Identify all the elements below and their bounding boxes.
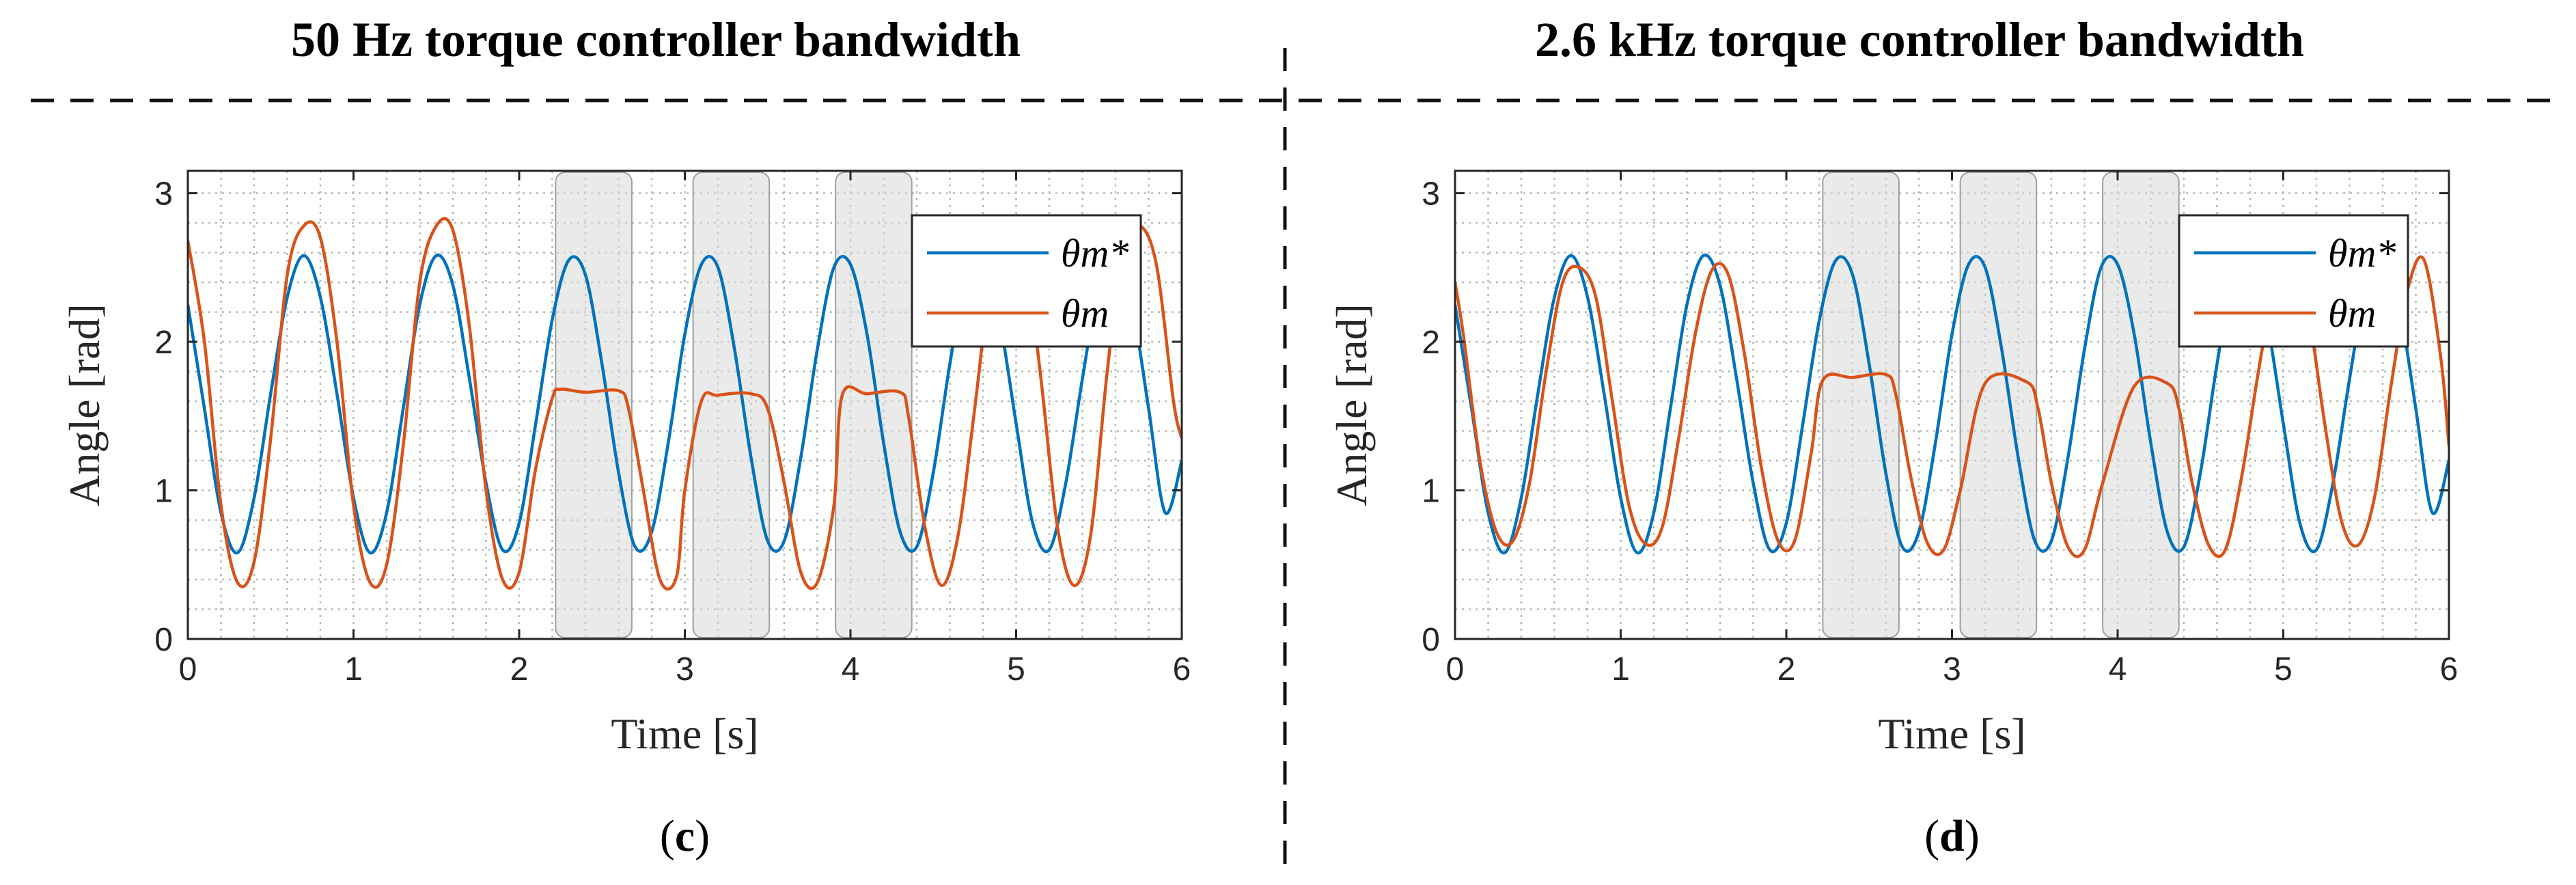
- shaded-interval-3: [835, 172, 913, 638]
- legend-box: [911, 214, 1142, 348]
- shaded-interval-3: [2102, 172, 2180, 638]
- y-tick-label: 2: [1422, 325, 1440, 361]
- legend-label: θm: [1061, 291, 1109, 336]
- panel-label-open: (: [660, 811, 675, 861]
- y-tick-label: 1: [154, 474, 173, 510]
- x-tick-label: 6: [2440, 651, 2459, 687]
- x-tick-label: 3: [676, 651, 694, 687]
- x-tick-label: 3: [1943, 651, 1961, 687]
- x-tick-label: 5: [2274, 651, 2293, 687]
- legend-label: θm: [2328, 291, 2376, 336]
- panel-label-letter: c: [675, 811, 695, 861]
- y-tick-label: 2: [154, 325, 173, 361]
- panel-c: 0 1 2 3 4 5 6 0 1 2 3 Time [s] Angle [rad] θm* θm (c): [60, 169, 1191, 861]
- right-title: 2.6 kHz torque controller bandwidth: [1535, 12, 2304, 67]
- shaded-interval-2: [1959, 172, 2038, 638]
- x-tick-label: 0: [179, 651, 197, 687]
- x-tick-label: 4: [842, 651, 860, 687]
- y-tick-label: 3: [154, 176, 173, 213]
- panel-label-close: ): [1965, 811, 1980, 861]
- x-tick-label: 2: [1777, 651, 1796, 687]
- panel-label: (c): [660, 811, 710, 861]
- y-tick-label: 0: [154, 622, 173, 658]
- panel-label-letter: d: [1939, 811, 1965, 861]
- legend-label: θm*: [1061, 231, 1128, 275]
- panel-label: (d): [1924, 811, 1980, 861]
- y-tick-label: 3: [1422, 176, 1440, 213]
- x-tick-label: 0: [1446, 651, 1465, 687]
- x-tick-label: 1: [344, 651, 363, 687]
- y-axis-label: Angle [rad]: [60, 303, 109, 506]
- x-axis-label: Time [s]: [611, 709, 758, 758]
- x-tick-label: 5: [1007, 651, 1025, 687]
- y-axis-label: Angle [rad]: [1327, 303, 1376, 506]
- shaded-interval-1: [555, 172, 633, 638]
- shaded-interval-2: [692, 172, 771, 638]
- shaded-interval-1: [1822, 172, 1900, 638]
- x-axis-label: Time [s]: [1878, 709, 2025, 758]
- panel-label-open: (: [1924, 811, 1939, 861]
- y-tick-label: 0: [1422, 622, 1440, 658]
- x-tick-label: 1: [1611, 651, 1630, 687]
- legend-box: [2178, 214, 2409, 348]
- y-tick-label: 1: [1422, 474, 1440, 510]
- x-tick-label: 6: [1173, 651, 1191, 687]
- left-title: 50 Hz torque controller bandwidth: [291, 12, 1021, 67]
- legend-label: θm*: [2328, 231, 2396, 275]
- series-line-reference: [1455, 254, 2449, 555]
- panel-d: 0 1 2 3 4 5 6 0 1 2 3 Time [s] Angle [rad] θm* θm (d): [1327, 169, 2459, 861]
- x-tick-label: 4: [2109, 651, 2127, 687]
- x-tick-label: 2: [510, 651, 529, 687]
- panel-label-close: ): [695, 811, 710, 861]
